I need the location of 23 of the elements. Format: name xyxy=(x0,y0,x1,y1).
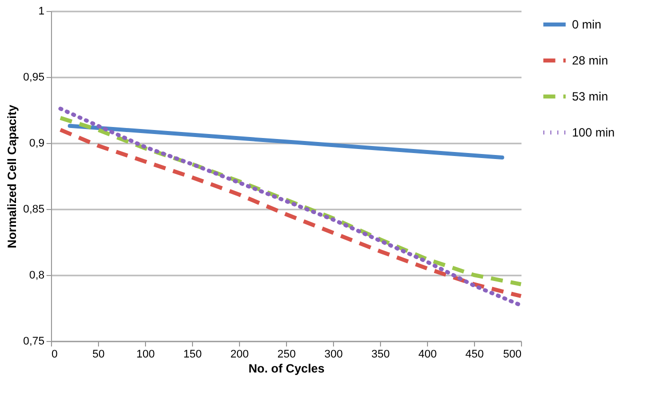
x-tick-label: 250 xyxy=(277,348,296,360)
legend-label: 28 min xyxy=(572,54,608,68)
x-tick-label: 450 xyxy=(465,348,484,360)
x-tick-label: 50 xyxy=(92,348,105,360)
y-tick-label: 0,8 xyxy=(29,270,44,282)
y-tick-label: 0,75 xyxy=(23,336,44,348)
legend-label: 100 min xyxy=(572,126,615,140)
legend-label: 0 min xyxy=(572,18,602,32)
y-tick-label: 0,95 xyxy=(23,72,44,84)
x-tick-label: 0 xyxy=(52,348,58,360)
y-tick-label: 0,9 xyxy=(29,138,44,150)
y-axis-title: Normalized Cell Capacity xyxy=(5,104,20,248)
x-tick-label: 400 xyxy=(418,348,437,360)
x-tick-label: 500 xyxy=(503,348,522,360)
x-tick-label: 300 xyxy=(324,348,343,360)
x-tick-label: 150 xyxy=(183,348,202,360)
x-axis-title: No. of Cycles xyxy=(248,362,325,376)
x-tick-label: 200 xyxy=(230,348,249,360)
y-tick-label: 0,85 xyxy=(23,204,44,216)
x-tick-label: 100 xyxy=(136,348,155,360)
y-tick-label: 1 xyxy=(38,6,44,18)
x-tick-label: 350 xyxy=(371,348,390,360)
legend-label: 53 min xyxy=(572,90,608,104)
